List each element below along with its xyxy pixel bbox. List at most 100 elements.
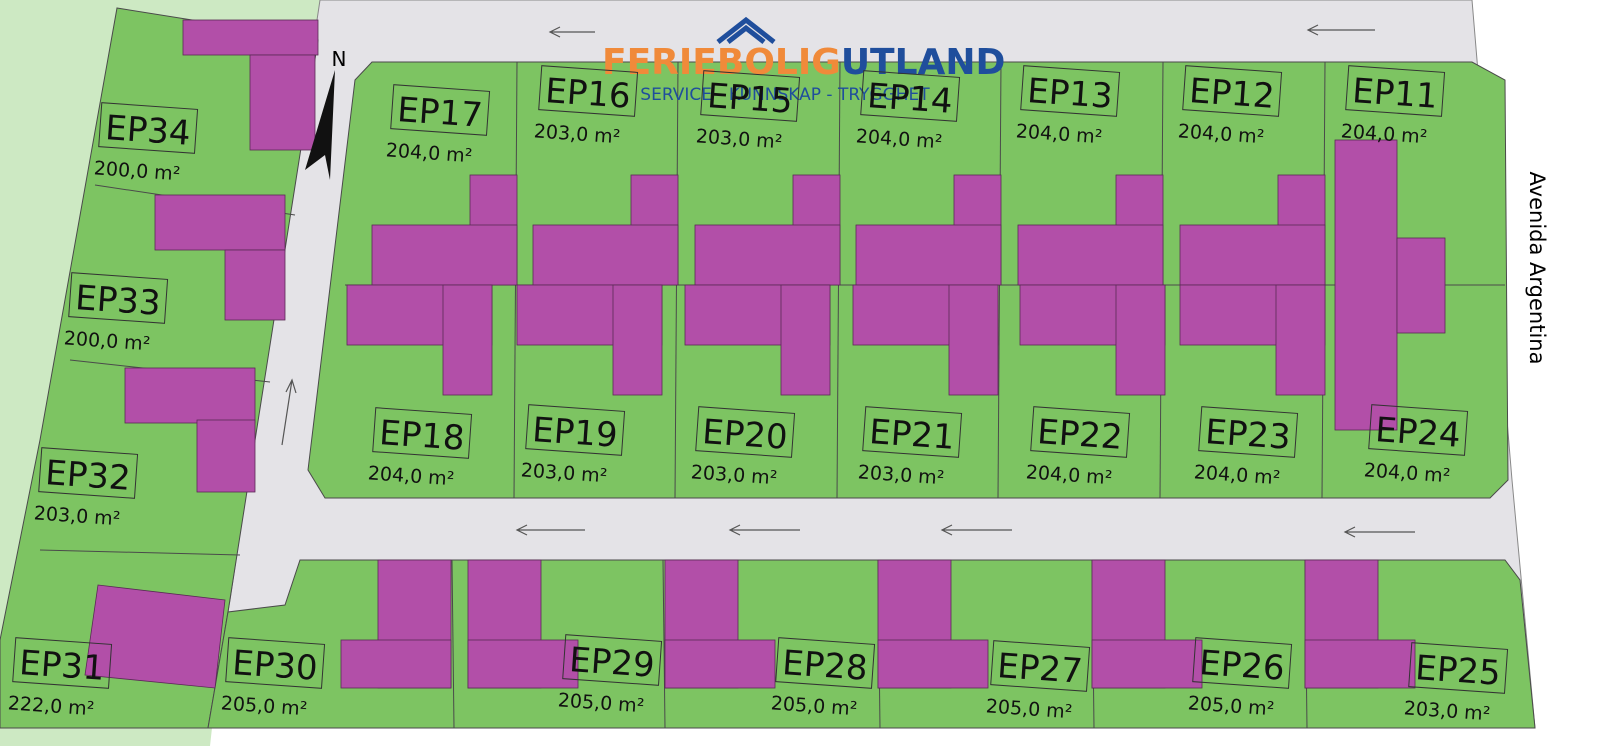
arrow	[728, 524, 800, 536]
street-name: Avenida Argentina	[1525, 172, 1549, 365]
compass-arrow	[305, 70, 335, 180]
arrow	[548, 26, 595, 38]
house	[224, 249, 286, 321]
plot-label-box	[538, 65, 639, 117]
house	[182, 19, 319, 56]
plot-label-box	[1198, 406, 1299, 458]
house	[877, 639, 989, 689]
house	[1304, 639, 1416, 689]
compass-label: N	[332, 47, 347, 71]
house	[1334, 139, 1398, 431]
logo-primary: FERIEBOLIG	[602, 42, 841, 83]
plot-label-box	[525, 404, 626, 456]
plot-id: EP14	[866, 76, 954, 122]
logo-secondary: UTLAND	[841, 42, 1006, 83]
house	[467, 639, 579, 689]
plot-id: EP33	[74, 278, 162, 324]
plot-label-box	[1182, 65, 1283, 117]
lot-line	[662, 559, 666, 729]
house	[1275, 284, 1326, 396]
plot-label-box	[990, 640, 1091, 692]
plot-label-box	[562, 634, 663, 686]
plot-id: EP34	[104, 108, 192, 154]
logo-icon	[716, 16, 776, 44]
plot-id: EP29	[568, 640, 656, 686]
road-arrows	[281, 24, 1415, 538]
plot-label-box	[68, 272, 169, 324]
house	[196, 419, 256, 493]
lot-line	[451, 559, 455, 729]
house	[340, 639, 452, 689]
plot-label-box	[98, 102, 199, 154]
plot-label-box	[390, 84, 491, 136]
plot-id: EP18	[378, 413, 466, 459]
plot-id: EP26	[1198, 643, 1286, 689]
house	[249, 54, 316, 151]
plot-id: EP15	[706, 76, 794, 122]
plot-label-box	[695, 406, 796, 458]
plot-label-box	[12, 637, 113, 689]
plot-label-box	[1192, 637, 1293, 689]
house	[1179, 224, 1326, 286]
plot-id: EP19	[531, 410, 619, 456]
plot-id: EP13	[1026, 71, 1114, 117]
house	[532, 224, 679, 286]
plot-label-box	[1345, 65, 1446, 117]
house	[124, 367, 256, 424]
house	[1115, 284, 1166, 396]
plot-id: EP27	[996, 646, 1084, 692]
house	[612, 284, 663, 396]
house	[780, 284, 831, 396]
plot-label-box	[1020, 65, 1121, 117]
houses	[84, 19, 1446, 689]
plot-id: EP31	[18, 643, 106, 689]
plot-label-box	[775, 637, 876, 689]
house	[948, 284, 999, 396]
plot-label-box	[38, 447, 139, 499]
arrow	[515, 524, 585, 536]
plot-id: EP28	[781, 643, 869, 689]
logo-tagline: SERVICE - KUNNSKAP - TRYGGHET	[640, 85, 930, 105]
plot-id: EP24	[1374, 410, 1462, 456]
plot-id: EP17	[396, 90, 484, 136]
plot-label-box	[225, 637, 326, 689]
plot-id: EP23	[1204, 412, 1292, 458]
plot-id: EP16	[544, 71, 632, 117]
plot-label-box	[1368, 404, 1469, 456]
house	[442, 284, 493, 396]
arrow	[281, 378, 297, 446]
plot-id: EP21	[868, 412, 956, 458]
house	[84, 584, 226, 689]
plot-label-box	[372, 407, 473, 459]
house	[1017, 224, 1164, 286]
plot-label-box	[1030, 406, 1131, 458]
house	[855, 224, 1002, 286]
plot-id: EP30	[231, 643, 319, 689]
plot-label-box	[700, 70, 801, 122]
plot-id: EP12	[1188, 71, 1276, 117]
plot-id: EP25	[1414, 648, 1502, 694]
house	[664, 639, 776, 689]
plot-label-box	[862, 406, 963, 458]
arrow	[1343, 526, 1415, 538]
logo: FERIEBOLIGUTLAND	[602, 42, 1005, 83]
plot-label-box	[860, 70, 961, 122]
